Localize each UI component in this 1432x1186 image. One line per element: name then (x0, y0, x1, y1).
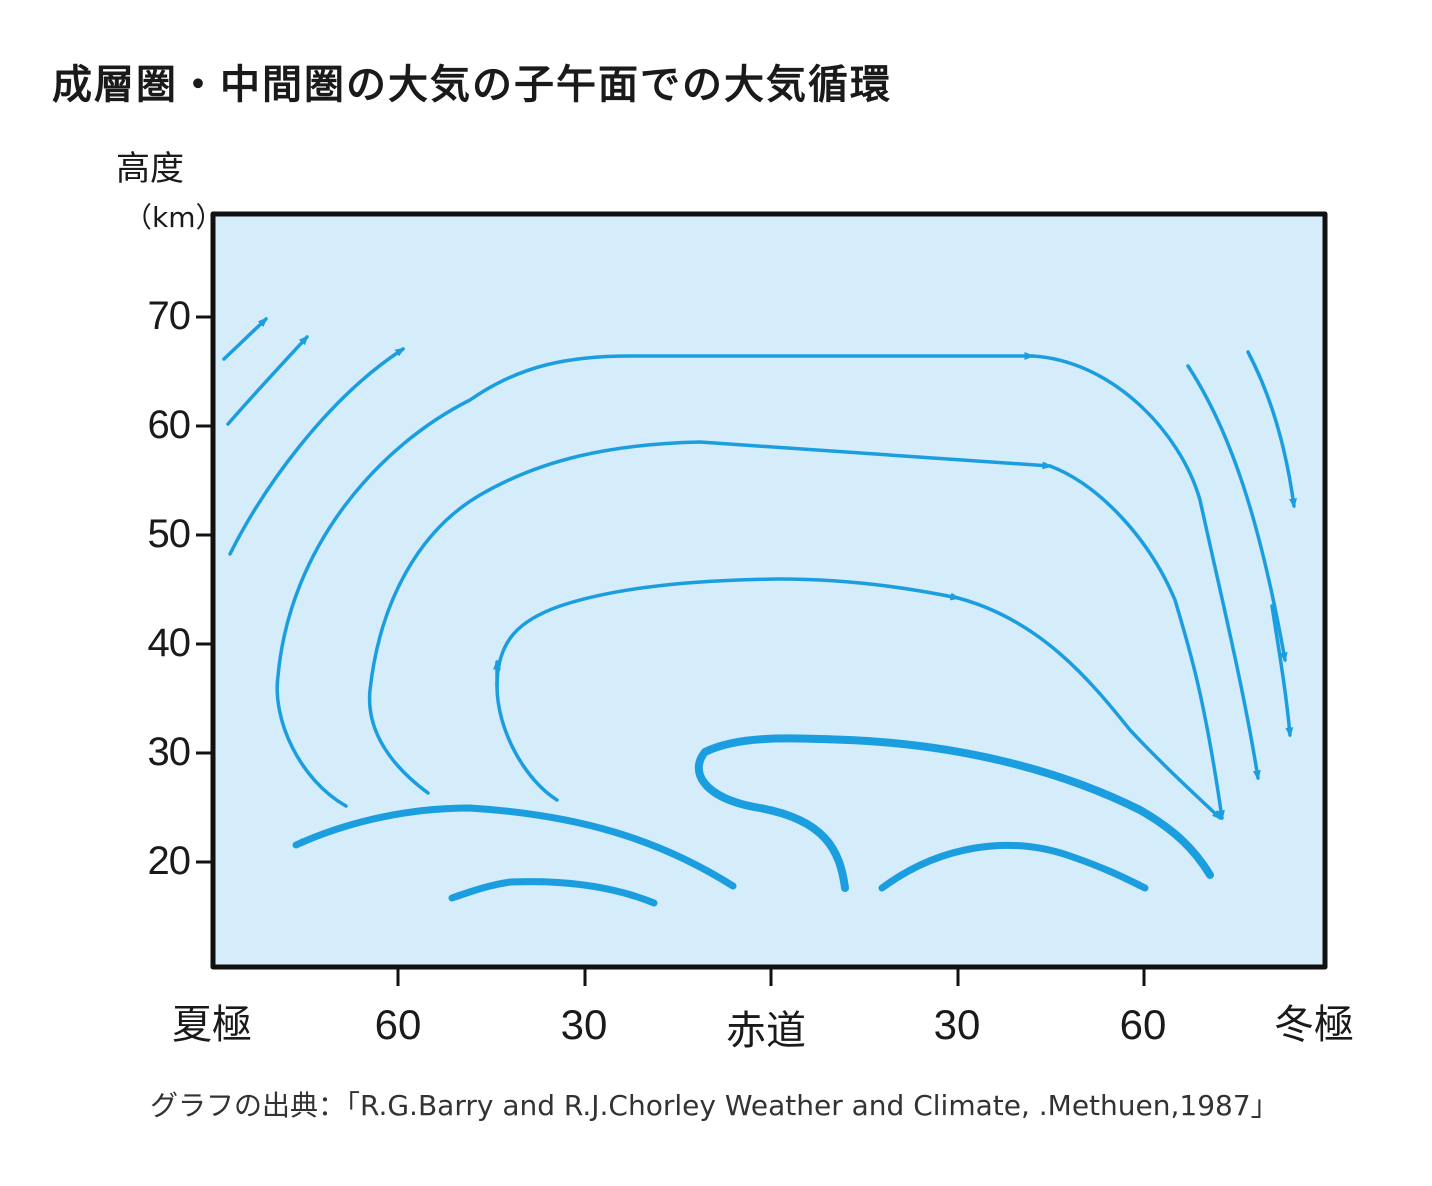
y-axis-label: 高度 (116, 149, 184, 189)
source-citation: グラフの出典：「R.G.Barry and R.J.Chorley Weathe… (150, 1089, 1279, 1122)
x-tick-summer-pole: 夏極 (172, 1002, 252, 1048)
x-tick-60-summer: 60 (374, 1001, 422, 1048)
arrow-lower-summer-low (448, 878, 658, 907)
x-tick-30-winter: 30 (933, 1001, 981, 1048)
arrow-polar-down-3 (1270, 604, 1294, 738)
x-tick-equator: 赤道 (726, 1008, 806, 1054)
x-tick-winter-pole: 冬極 (1274, 1002, 1354, 1048)
arrow-equator-loop (694, 734, 1214, 892)
arrow-polar-down-2 (1246, 350, 1297, 509)
x-tick-30-summer: 30 (560, 1001, 608, 1048)
plot-panel (210, 211, 1328, 970)
arrow-outer-cell-tail (1030, 354, 1261, 781)
thick-arrows (292, 734, 1214, 907)
chart-title: 成層圏・中間圏の大気の子午面での大気循環 (52, 62, 892, 108)
y-tick-30: 30 (147, 730, 192, 774)
y-axis-unit: （km） (124, 201, 224, 234)
y-tick-70: 70 (147, 294, 192, 338)
arrow-polar-up-3 (228, 347, 406, 556)
arrow-inner-cell-tail (956, 596, 1222, 820)
x-tick-marks (396, 967, 1146, 986)
y-tick-marks (196, 315, 213, 864)
x-tick-60-winter: 60 (1119, 1001, 1167, 1048)
arrow-outer-cell (275, 352, 1035, 808)
y-tick-50: 50 (147, 512, 192, 556)
arrow-lower-summer-high (292, 804, 737, 890)
thin-arrows (222, 317, 1297, 821)
arrow-middle-cell (367, 440, 1053, 795)
arrow-inner-cell-top (495, 577, 961, 688)
arrow-inner-cell (493, 659, 559, 802)
arrow-polar-up-1 (222, 317, 268, 361)
y-tick-20: 20 (147, 839, 192, 883)
y-tick-40: 40 (147, 621, 192, 665)
arrow-polar-up-2 (226, 335, 309, 426)
arrow-lower-winter (878, 841, 1149, 892)
y-tick-60: 60 (147, 403, 192, 447)
arrow-polar-down-1 (1186, 364, 1288, 663)
arrow-middle-cell-tail (1048, 464, 1225, 821)
